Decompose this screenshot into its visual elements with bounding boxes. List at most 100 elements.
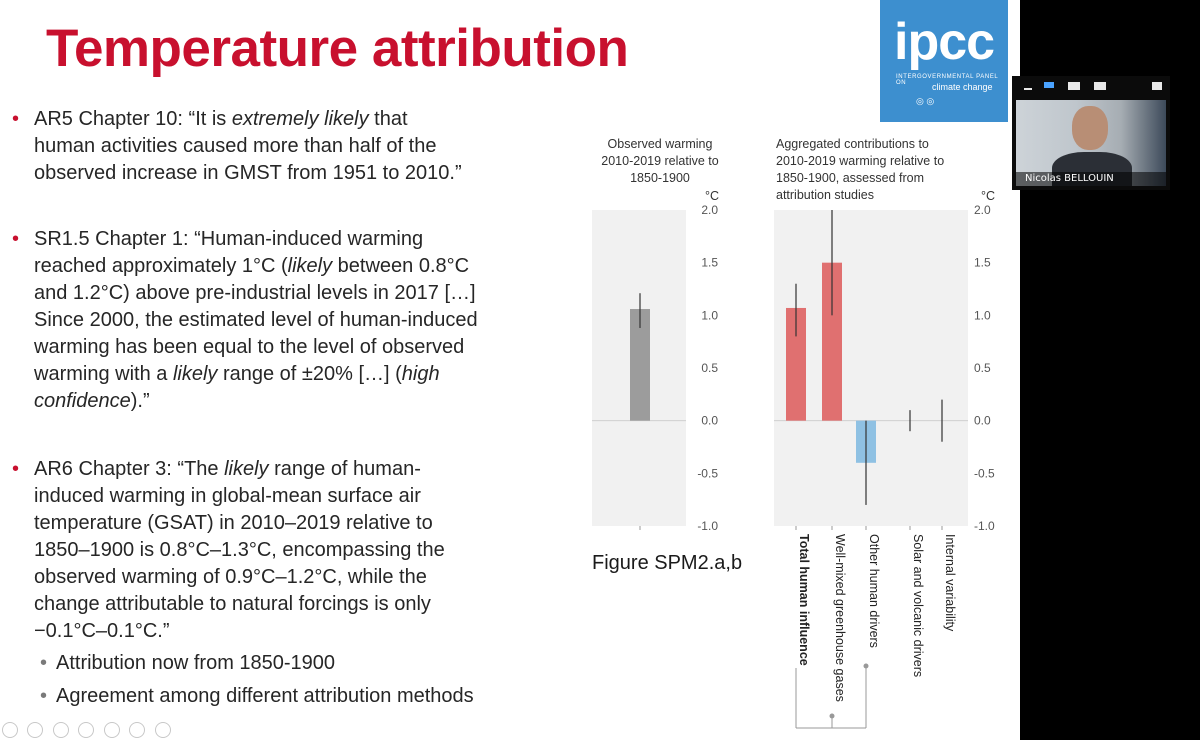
screen-icon[interactable] <box>129 722 146 738</box>
sub-bullet-dot-icon: • <box>40 652 48 674</box>
emphasis-text: likely <box>287 255 333 277</box>
emphasis-text: confidence <box>34 390 131 412</box>
un-emblems-icon: ◎ ◎ <box>916 96 935 106</box>
panel-b-title-line: attribution studies <box>776 188 874 202</box>
pen-icon[interactable] <box>52 722 69 738</box>
logo-subtitle-2: climate change <box>932 82 993 92</box>
observed-warming-bar <box>630 309 650 421</box>
panel-a-title-line: 2010-2019 relative to <box>601 154 718 168</box>
bullet-text: between 0.8°C <box>332 255 470 277</box>
panel-a-ytick-label: 2.0 <box>701 203 718 217</box>
ipcc-logo: ipcc INTERGOVERNMENTAL PANEL ON climate … <box>880 0 1008 122</box>
panel-a-title-line: 1850-1900 <box>630 171 690 185</box>
bullet-item: • AR6 Chapter 3: “The likely range of hum… <box>10 456 520 645</box>
panel-b-title-line: 2010-2019 warming relative to <box>776 154 944 168</box>
bullet-text: warming has been equal to the level of o… <box>34 336 465 358</box>
panel-a-ytick-label: 0.5 <box>701 361 718 375</box>
participant-name: Nicolas BELLOUIN <box>1016 172 1166 186</box>
panel-a-ytick-label: 0.0 <box>701 414 718 428</box>
slide: Temperature attribution ipcc INTERGOVERN… <box>2 0 1008 740</box>
x-category-label: Well-mixed greenhouse gases <box>833 534 847 702</box>
emphasis-text: likely <box>224 458 269 480</box>
bullet-line: change attributable to natural forcings … <box>34 591 520 618</box>
bullet-text: Since 2000, the estimated level of human… <box>34 309 478 331</box>
bullet-line: SR1.5 Chapter 1: “Human-induced warming <box>34 226 550 253</box>
bullet-text: SR1.5 Chapter 1: “Human-induced warming <box>34 228 424 250</box>
bullet-line: warming has been equal to the level of o… <box>34 334 550 361</box>
contribution-bar <box>786 307 806 421</box>
panel-b-ytick-label: 0.5 <box>974 361 991 375</box>
attribution-chart: Observed warming 2010-2019 relative to 185… <box>592 137 995 729</box>
emphasis-text: extremely likely <box>231 108 369 130</box>
speaker-view-icon[interactable] <box>1068 82 1080 90</box>
panel-b-unit: °C <box>981 189 995 203</box>
panel-b-ytick-label: -1.0 <box>974 519 995 533</box>
bracket-node <box>863 663 869 669</box>
bullet-item: • AR5 Chapter 10: “It is extremely likely… <box>10 106 530 187</box>
panel-a-ytick-label: -0.5 <box>697 466 718 480</box>
bullet-text: reached approximately 1°C ( <box>34 255 288 277</box>
bullet-text: that <box>368 108 408 130</box>
panel-b-ytick-label: 2.0 <box>974 203 991 217</box>
bullet-line: −0.1°C–0.1°C.” <box>34 618 520 645</box>
slides-icon[interactable] <box>78 722 95 738</box>
more-options-icon[interactable] <box>154 722 171 738</box>
bullet-text: ).” <box>130 390 150 412</box>
panel-b-background <box>774 210 968 526</box>
bullet-line: confidence).” <box>34 388 550 415</box>
bullet-dot-icon: • <box>12 458 20 480</box>
participant-video <box>1016 100 1166 186</box>
x-category-label: Internal variability <box>943 534 957 632</box>
bullet-line: AR6 Chapter 3: “The likely range of huma… <box>34 456 520 483</box>
figure-caption: Figure SPM2.a,b <box>592 552 743 574</box>
panel-b-title-line: 1850-1900, assessed from <box>776 171 924 185</box>
bullet-line: warming with a likely range of ±20% […] … <box>34 361 550 388</box>
bullet-line: temperature (GSAT) in 2010–2019 relative… <box>34 510 520 537</box>
x-category-label: Solar and volcanic drivers <box>911 534 925 677</box>
logo-subtitle-1: INTERGOVERNMENTAL PANEL ON <box>896 74 999 86</box>
bullet-line: observed increase in GMST from 1951 to 2… <box>34 160 530 187</box>
panel-b-ytick-label: -0.5 <box>974 466 995 480</box>
minimize-icon[interactable] <box>1024 88 1032 90</box>
sub-bullet: • Attribution now from 1850-1900 <box>40 652 335 675</box>
prev-slide-icon[interactable] <box>2 722 18 738</box>
slide-title: Temperature attribution <box>46 19 629 78</box>
bullet-line: 1850–1900 is 0.8°C–1.3°C, encompassing t… <box>34 537 520 564</box>
bullet-dot-icon: • <box>12 228 20 250</box>
bracket-node <box>829 713 835 719</box>
bullet-text: temperature (GSAT) in 2010–2019 relative… <box>34 512 433 534</box>
logo-text: ipcc <box>894 13 995 71</box>
zoom-icon[interactable] <box>103 722 120 738</box>
bullet-text: AR5 Chapter 10: “It is <box>34 108 232 130</box>
bullet-text: observed increase in GMST from 1951 to 2… <box>34 162 462 184</box>
contribution-bar <box>822 262 842 421</box>
panel-a-title-line: Observed warming <box>608 137 713 151</box>
emphasis-text: high <box>401 363 440 385</box>
gallery-view-icon[interactable] <box>1094 82 1106 90</box>
exit-fullscreen-icon[interactable] <box>1152 82 1162 90</box>
bullet-text: AR6 Chapter 3: “The <box>34 458 225 480</box>
bullet-text: range of human- <box>268 458 421 480</box>
panel-b-title-line: Aggregated contributions to <box>776 137 929 151</box>
bullet-line: reached approximately 1°C (likely betwee… <box>34 253 550 280</box>
presentation-nav-controls[interactable] <box>2 722 176 740</box>
active-speaker-icon[interactable] <box>1044 82 1054 88</box>
bullet-text: observed warming of 0.9°C–1.2°C, while t… <box>34 566 427 588</box>
bullet-line: observed warming of 0.9°C–1.2°C, while t… <box>34 564 520 591</box>
x-category-label: Other human drivers <box>867 534 881 648</box>
next-slide-icon[interactable] <box>27 722 44 738</box>
webcam-tile[interactable]: Nicolas BELLOUIN <box>1012 76 1170 190</box>
bullet-line: AR5 Chapter 10: “It is extremely likely … <box>34 106 530 133</box>
bullet-line: induced warming in global-mean surface a… <box>34 483 520 510</box>
bullet-line: Since 2000, the estimated level of human… <box>34 307 550 334</box>
x-category-label: Total human influence <box>797 534 811 666</box>
bullet-line: and 1.2°C) above pre-industrial levels i… <box>34 280 550 307</box>
bullet-text: 1850–1900 is 0.8°C–1.3°C, encompassing t… <box>34 539 445 561</box>
webcam-toolbar <box>1012 76 1170 98</box>
bullet-line: human activities caused more than half o… <box>34 133 530 160</box>
sub-bullet-text: Agreement among different attribution me… <box>56 685 474 707</box>
panel-a-ytick-label: -1.0 <box>697 519 718 533</box>
bullet-text: change attributable to natural forcings … <box>34 593 431 615</box>
bullet-text: −0.1°C–0.1°C.” <box>34 620 170 642</box>
bullet-dot-icon: • <box>12 108 20 130</box>
